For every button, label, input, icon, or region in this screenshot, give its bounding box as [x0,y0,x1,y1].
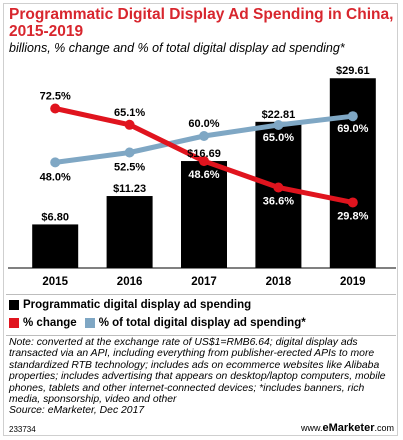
point-series-1-2018 [273,182,284,193]
chart-note: Note: converted at the exchange rate of … [9,337,397,417]
brand-prefix: www. [300,423,323,433]
legend: Programmatic digital display ad spending… [9,296,306,332]
brand-logo: www.eMarketer.com [301,422,394,434]
bar-2015 [32,224,79,268]
x-tick-label-2016: 2016 [117,276,143,288]
x-tick-label-2015: 2015 [42,276,68,288]
bar-value-label-2015: $6.80 [41,211,69,223]
bar-2018 [255,121,302,268]
share-label-2016: 52.5% [114,162,145,174]
chart-subtitle: billions, % change and % of total digita… [9,41,345,55]
point-series-1-2016 [124,119,135,130]
bar-value-label-2018: $22.81 [262,109,296,121]
brand-suffix: .com [374,423,394,433]
share-label-2015: 48.0% [40,171,71,183]
change-label-2018: 36.6% [263,195,294,207]
point-series-1-2017 [199,156,209,167]
point-series-2-2016 [124,147,135,158]
point-series-2-2015 [50,157,61,168]
legend-swatch-change [9,318,19,328]
bar-value-label-2017: $16.69 [187,148,221,160]
legend-label-change: % change [23,317,77,329]
x-tick-label-2017: 2017 [191,276,217,288]
chart-frame [3,3,398,436]
legend-row-2: % change % of total digital display ad s… [9,314,306,332]
legend-separator [6,294,396,295]
point-series-2-2018 [273,120,284,130]
chart-canvas: 2015 2016 2017 2018 2019 $6.80 $11.23 $16.69 $22… [8,65,396,288]
bar-value-label-2016: $11.23 [113,183,146,195]
change-label-2019: 29.8% [337,210,368,222]
point-series-2-2019 [347,111,358,122]
brand-name: eMarketer [322,422,375,434]
change-label-2016: 65.1% [114,107,145,119]
change-label-2017: 48.6% [188,169,219,181]
legend-label-bars: Programmatic digital display ad spending [23,299,252,311]
point-series-1-2019 [347,197,358,208]
x-tick-label-2019: 2019 [340,276,366,288]
legend-swatch-share [84,318,95,328]
chart-id: 233734 [9,425,36,434]
bar-value-label-2019: $29.61 [336,65,370,77]
bar-2017 [181,161,227,268]
bar-2019 [329,78,376,268]
legend-row-1: Programmatic digital display ad spending [9,296,306,314]
source-text: Source: eMarketer, Dec 2017 [9,405,145,417]
note-text: Note: converted at the exchange rate of … [9,337,386,406]
point-series-2-2017 [199,131,209,141]
point-series-1-2015 [50,103,61,114]
legend-label-share: % of total digital display ad spending* [98,317,306,329]
share-label-2018: 65.0% [263,132,294,144]
share-label-2017: 60.0% [188,118,219,130]
share-label-2019: 69.0% [337,123,368,135]
legend-swatch-bars [9,300,19,310]
change-label-2015: 72.5% [40,91,71,103]
chart-title: Programmatic Digital Display Ad Spending… [9,6,394,40]
note-separator [6,335,396,336]
x-tick-label-2018: 2018 [266,276,292,288]
bar-2016 [106,196,153,268]
